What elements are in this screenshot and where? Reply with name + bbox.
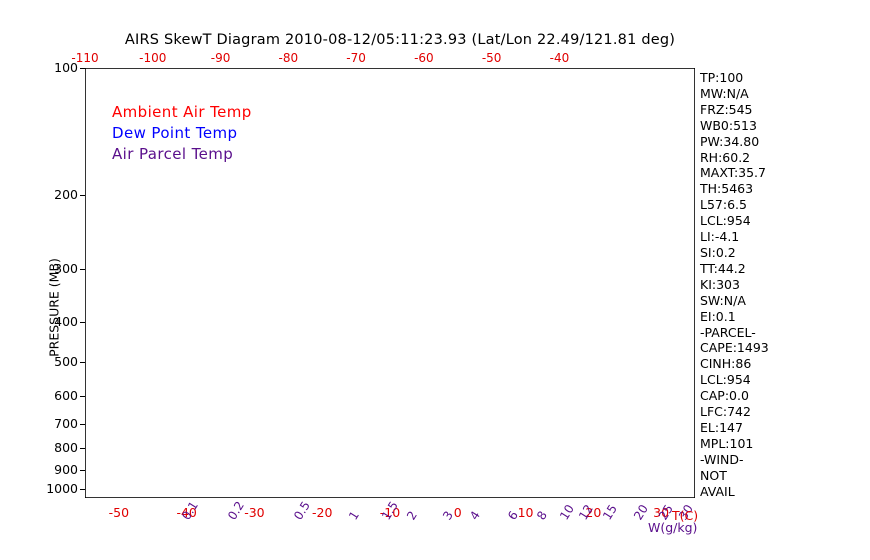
pressure-tick-mark (80, 362, 86, 364)
sounding-param-8: L57:6.5 (700, 197, 747, 213)
x-axis-temp-label: T(C) (672, 508, 699, 523)
pressure-tick-100: 100 (54, 60, 78, 75)
pressure-tick-700: 700 (54, 415, 78, 431)
pressure-tick-mark (80, 68, 86, 69)
bottom-temp-tick--40: -40 (176, 505, 197, 520)
top-temp-tick--40: -40 (549, 51, 570, 65)
sounding-param-19: LCL:954 (700, 372, 751, 388)
bottom-temp-tick-10: 10 (517, 505, 534, 520)
bottom-temp-tick-20: 20 (585, 505, 602, 520)
pressure-tick-mark (80, 321, 86, 323)
bottom-temp-tick--50: -50 (108, 505, 130, 520)
sounding-parameters-panel: TP:100 MW:N/A FRZ:545 WB0:513 PW:34.80 RH:60.… (700, 70, 820, 499)
pressure-tick-mark (80, 395, 86, 397)
bottom-temp-tick--10: -10 (379, 505, 401, 520)
page-title: AIRS SkewT Diagram 2010-08-12/05:11:23.9… (124, 32, 676, 48)
sounding-param-5: RH:60.2 (700, 149, 751, 165)
sounding-param-3: WB0:513 (700, 117, 757, 133)
pressure-tick-200: 200 (54, 186, 78, 202)
pressure-tick-500: 500 (54, 354, 78, 370)
sounding-param-1: MW:N/A (700, 85, 749, 101)
sounding-param-7: TH:5463 (700, 181, 754, 197)
pressure-tick-400: 400 (54, 313, 78, 329)
top-temp-tick--50: -50 (481, 51, 502, 65)
pressure-tick-mark (80, 448, 86, 450)
bottom-temp-tick-0: 0 (453, 505, 462, 520)
legend-air-parcel-temp: Air Parcel Temp (112, 145, 234, 163)
pressure-tick-300: 300 (54, 260, 78, 276)
sounding-param-14: SW:N/A (700, 292, 746, 308)
sounding-param-22: EL:147 (700, 419, 743, 435)
sounding-param-15: EI:0.1 (700, 308, 736, 324)
pressure-tick-600: 600 (54, 387, 78, 403)
pressure-tick-1000: 1000 (46, 481, 78, 497)
pressure-tick-900: 900 (54, 461, 78, 477)
sounding-param-4: PW:34.80 (700, 133, 760, 149)
pressure-tick-mark (80, 268, 86, 270)
sounding-param-9: LCL:954 (700, 213, 751, 229)
sounding-param-17: CAPE:1493 (700, 340, 769, 356)
sounding-param-20: CAP:0.0 (700, 388, 749, 404)
top-temp-tick--80: -80 (278, 51, 299, 65)
top-temp-tick--100: -100 (139, 51, 167, 65)
sounding-param-21: LFC:742 (700, 404, 751, 420)
x-axis-mixing-label: W(g/kg) (648, 520, 698, 535)
top-temp-tick--70: -70 (346, 51, 366, 65)
legend-ambient-air-temp: Ambient Air Temp (112, 103, 252, 121)
sounding-param-16: -PARCEL- (700, 324, 756, 340)
sounding-param-0: TP:100 (700, 70, 744, 85)
sounding-param-23: MPL:101 (700, 435, 754, 451)
sounding-param-10: LI:-4.1 (700, 229, 740, 245)
legend-dew-point-temp: Dew Point Temp (112, 124, 238, 142)
top-temp-tick--90: -90 (210, 51, 231, 65)
bottom-temp-tick--20: -20 (312, 505, 333, 520)
skewt-svg (85, 68, 695, 498)
bottom-temp-tick-30: 30 (653, 505, 670, 520)
sounding-param-18: CINH:86 (700, 356, 752, 372)
bottom-temp-tick--30: -30 (244, 505, 265, 520)
sounding-param-13: KI:303 (700, 276, 740, 292)
mixing-ratio-tick-1: 1 (345, 508, 362, 523)
pressure-tick-mark (80, 423, 86, 425)
pressure-tick-mark (80, 469, 86, 471)
sounding-param-2: FRZ:545 (700, 101, 753, 117)
sounding-param-12: TT:44.2 (700, 260, 746, 276)
sounding-param-24: -WIND- (700, 451, 744, 467)
pressure-tick-mark (80, 194, 86, 196)
pressure-tick-mark (80, 489, 86, 491)
sounding-param-6: MAXT:35.7 (700, 165, 766, 181)
sounding-param-11: SI:0.2 (700, 244, 736, 260)
pressure-tick-800: 800 (54, 440, 78, 456)
sounding-param-26: AVAIL (700, 483, 735, 499)
top-temp-tick--110: -110 (71, 51, 99, 65)
sounding-param-25: NOT (700, 467, 727, 483)
top-temp-tick--60: -60 (414, 51, 434, 65)
plot-area (85, 68, 695, 498)
